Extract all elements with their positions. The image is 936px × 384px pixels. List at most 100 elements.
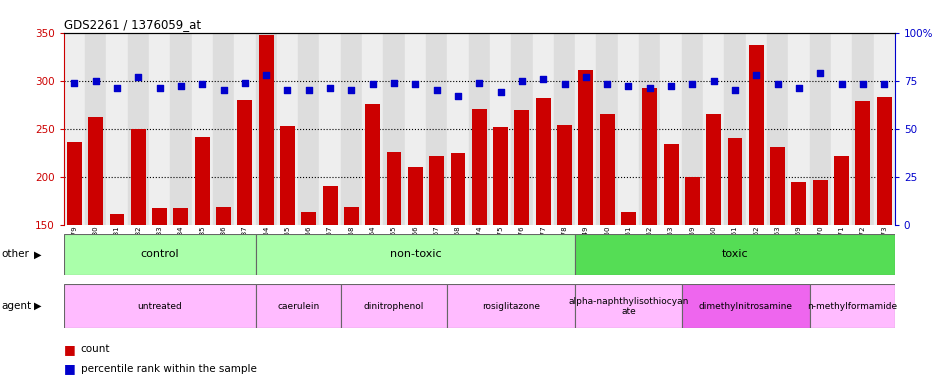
Bar: [511, 33, 532, 225]
Point: [280, 87, 295, 93]
Bar: [638, 33, 660, 225]
Bar: [787, 33, 809, 225]
Bar: [472, 109, 486, 369]
Point: [450, 93, 465, 99]
Point: [641, 85, 656, 91]
Text: percentile rank within the sample: percentile rank within the sample: [80, 364, 256, 374]
Point: [216, 87, 231, 93]
Bar: [407, 167, 422, 369]
Bar: [361, 33, 383, 225]
Bar: [341, 33, 361, 225]
Text: untreated: untreated: [137, 302, 182, 311]
Bar: [745, 33, 767, 225]
Bar: [110, 214, 124, 369]
Point: [429, 87, 444, 93]
Bar: [446, 33, 468, 225]
Bar: [621, 212, 636, 369]
Point: [769, 81, 784, 88]
Point: [131, 74, 146, 80]
Point: [578, 74, 592, 80]
Bar: [660, 33, 681, 225]
Bar: [702, 33, 724, 225]
Point: [684, 81, 699, 88]
Bar: [237, 100, 252, 369]
Point: [726, 87, 741, 93]
Point: [812, 70, 826, 76]
Point: [322, 85, 337, 91]
Bar: [599, 114, 614, 369]
Bar: [596, 33, 617, 225]
Text: rosiglitazone: rosiglitazone: [482, 302, 540, 311]
Bar: [575, 284, 681, 328]
Point: [365, 81, 380, 88]
Point: [535, 76, 550, 82]
Point: [706, 78, 721, 84]
Point: [876, 81, 891, 88]
Bar: [553, 33, 575, 225]
Bar: [280, 126, 295, 369]
Text: agent: agent: [2, 301, 32, 311]
Point: [599, 81, 614, 88]
Bar: [575, 234, 894, 275]
Text: GDS2261 / 1376059_at: GDS2261 / 1376059_at: [64, 18, 200, 31]
Bar: [490, 33, 511, 225]
Point: [387, 79, 402, 86]
Bar: [809, 284, 894, 328]
Text: caerulein: caerulein: [277, 302, 319, 311]
Bar: [492, 127, 507, 369]
Bar: [575, 33, 596, 225]
Bar: [684, 177, 699, 369]
Point: [514, 78, 529, 84]
Bar: [404, 33, 426, 225]
Bar: [64, 33, 85, 225]
Bar: [830, 33, 852, 225]
Point: [88, 78, 103, 84]
Bar: [298, 33, 319, 225]
Point: [748, 72, 763, 78]
Bar: [387, 152, 401, 369]
Text: alpha-naphthylisothiocyan
ate: alpha-naphthylisothiocyan ate: [567, 296, 688, 316]
Bar: [64, 284, 256, 328]
Text: n-methylformamide: n-methylformamide: [806, 302, 897, 311]
Bar: [234, 33, 256, 225]
Bar: [216, 207, 231, 369]
Point: [621, 83, 636, 89]
Point: [492, 89, 507, 95]
Bar: [256, 234, 575, 275]
Bar: [769, 147, 784, 369]
Bar: [170, 33, 191, 225]
Bar: [212, 33, 234, 225]
Bar: [724, 33, 745, 225]
Bar: [833, 156, 848, 369]
Bar: [426, 33, 446, 225]
Bar: [450, 153, 465, 369]
Bar: [767, 33, 787, 225]
Point: [237, 79, 252, 86]
Bar: [149, 33, 170, 225]
Bar: [344, 207, 358, 369]
Bar: [258, 35, 273, 369]
Point: [791, 85, 806, 91]
Point: [556, 81, 571, 88]
Bar: [256, 33, 276, 225]
Bar: [106, 33, 127, 225]
Bar: [66, 142, 81, 369]
Text: dinitrophenol: dinitrophenol: [363, 302, 424, 311]
Bar: [578, 70, 592, 369]
Bar: [173, 209, 188, 369]
Point: [344, 87, 358, 93]
Bar: [88, 117, 103, 369]
Text: count: count: [80, 344, 110, 354]
Bar: [535, 98, 550, 369]
Bar: [514, 111, 529, 369]
Bar: [319, 33, 341, 225]
Bar: [446, 284, 575, 328]
Bar: [256, 284, 341, 328]
Bar: [341, 284, 446, 328]
Bar: [706, 114, 721, 369]
Bar: [532, 33, 553, 225]
Bar: [365, 104, 380, 369]
Bar: [131, 129, 146, 369]
Bar: [276, 33, 298, 225]
Bar: [85, 33, 106, 225]
